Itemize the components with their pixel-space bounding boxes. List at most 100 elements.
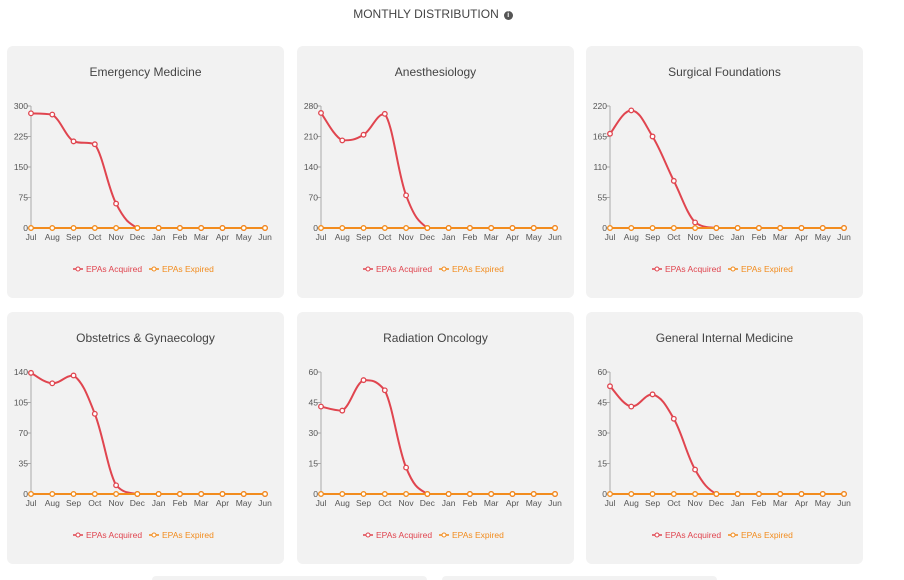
legend-item[interactable]: EPAs Expired <box>439 530 504 540</box>
data-point[interactable] <box>134 491 141 497</box>
data-point[interactable] <box>552 225 558 231</box>
info-icon[interactable]: i <box>503 11 513 20</box>
data-point[interactable] <box>819 491 826 497</box>
data-point[interactable] <box>219 491 226 497</box>
data-point[interactable] <box>649 133 656 140</box>
data-point[interactable] <box>381 110 388 117</box>
data-point[interactable] <box>734 491 741 497</box>
data-point[interactable] <box>70 491 77 497</box>
data-point[interactable] <box>403 491 410 497</box>
data-point[interactable] <box>466 491 473 497</box>
data-point[interactable] <box>670 491 677 497</box>
legend-item[interactable]: EPAs Acquired <box>363 530 432 540</box>
data-point[interactable] <box>49 225 56 231</box>
data-point[interactable] <box>488 491 495 497</box>
data-point[interactable] <box>424 225 431 231</box>
legend-item[interactable]: EPAs Expired <box>728 530 793 540</box>
data-point[interactable] <box>49 380 56 387</box>
data-point[interactable] <box>466 225 473 231</box>
legend-item[interactable]: EPAs Acquired <box>652 264 721 274</box>
data-point[interactable] <box>530 225 537 231</box>
data-point[interactable] <box>755 225 762 231</box>
data-point[interactable] <box>360 491 367 497</box>
data-point[interactable] <box>628 403 635 410</box>
data-point[interactable] <box>70 372 77 379</box>
data-point[interactable] <box>670 415 677 422</box>
data-point[interactable] <box>134 225 141 231</box>
data-point[interactable] <box>798 491 805 497</box>
data-point[interactable] <box>649 225 656 231</box>
data-point[interactable] <box>403 192 410 199</box>
data-point[interactable] <box>91 141 98 148</box>
data-point[interactable] <box>360 225 367 231</box>
data-point[interactable] <box>28 491 34 497</box>
data-point[interactable] <box>755 491 762 497</box>
data-point[interactable] <box>628 491 635 497</box>
data-point[interactable] <box>198 225 205 231</box>
data-point[interactable] <box>155 225 162 231</box>
data-point[interactable] <box>113 225 120 231</box>
data-point[interactable] <box>28 110 34 117</box>
legend-item[interactable]: EPAs Expired <box>149 530 214 540</box>
data-point[interactable] <box>198 491 205 497</box>
data-point[interactable] <box>841 491 847 497</box>
legend-item[interactable]: EPAs Acquired <box>73 264 142 274</box>
data-point[interactable] <box>91 491 98 497</box>
legend-item[interactable]: EPAs Expired <box>149 264 214 274</box>
data-point[interactable] <box>91 225 98 231</box>
data-point[interactable] <box>28 225 34 231</box>
data-point[interactable] <box>339 407 346 414</box>
data-point[interactable] <box>360 377 367 384</box>
data-point[interactable] <box>113 491 120 497</box>
data-point[interactable] <box>91 410 98 417</box>
data-point[interactable] <box>70 225 77 231</box>
data-point[interactable] <box>240 225 247 231</box>
data-point[interactable] <box>318 403 324 410</box>
data-point[interactable] <box>381 225 388 231</box>
data-point[interactable] <box>607 130 613 137</box>
data-point[interactable] <box>670 225 677 231</box>
data-point[interactable] <box>339 137 346 144</box>
data-point[interactable] <box>819 225 826 231</box>
data-point[interactable] <box>841 225 847 231</box>
data-point[interactable] <box>113 200 120 207</box>
data-point[interactable] <box>713 225 720 231</box>
data-point[interactable] <box>670 177 677 184</box>
data-point[interactable] <box>649 491 656 497</box>
legend-item[interactable]: EPAs Acquired <box>363 264 432 274</box>
data-point[interactable] <box>649 391 656 398</box>
data-point[interactable] <box>318 110 324 116</box>
legend-item[interactable]: EPAs Expired <box>728 264 793 274</box>
data-point[interactable] <box>49 111 56 118</box>
legend-item[interactable]: EPAs Acquired <box>73 530 142 540</box>
data-point[interactable] <box>509 491 516 497</box>
data-point[interactable] <box>403 225 410 231</box>
data-point[interactable] <box>70 138 77 145</box>
data-point[interactable] <box>713 491 720 497</box>
data-point[interactable] <box>381 491 388 497</box>
data-point[interactable] <box>692 491 699 497</box>
data-point[interactable] <box>607 491 613 497</box>
data-point[interactable] <box>28 369 34 376</box>
data-point[interactable] <box>176 491 183 497</box>
data-point[interactable] <box>628 107 635 114</box>
data-point[interactable] <box>339 491 346 497</box>
data-point[interactable] <box>49 491 56 497</box>
data-point[interactable] <box>339 225 346 231</box>
data-point[interactable] <box>424 491 431 497</box>
data-point[interactable] <box>628 225 635 231</box>
data-point[interactable] <box>552 491 558 497</box>
data-point[interactable] <box>445 225 452 231</box>
data-point[interactable] <box>777 225 784 231</box>
data-point[interactable] <box>692 225 699 231</box>
data-point[interactable] <box>509 225 516 231</box>
data-point[interactable] <box>113 482 120 489</box>
data-point[interactable] <box>318 491 324 497</box>
data-point[interactable] <box>692 219 699 226</box>
data-point[interactable] <box>798 225 805 231</box>
data-point[interactable] <box>777 491 784 497</box>
data-point[interactable] <box>607 383 613 390</box>
data-point[interactable] <box>445 491 452 497</box>
data-point[interactable] <box>403 464 410 471</box>
data-point[interactable] <box>734 225 741 231</box>
